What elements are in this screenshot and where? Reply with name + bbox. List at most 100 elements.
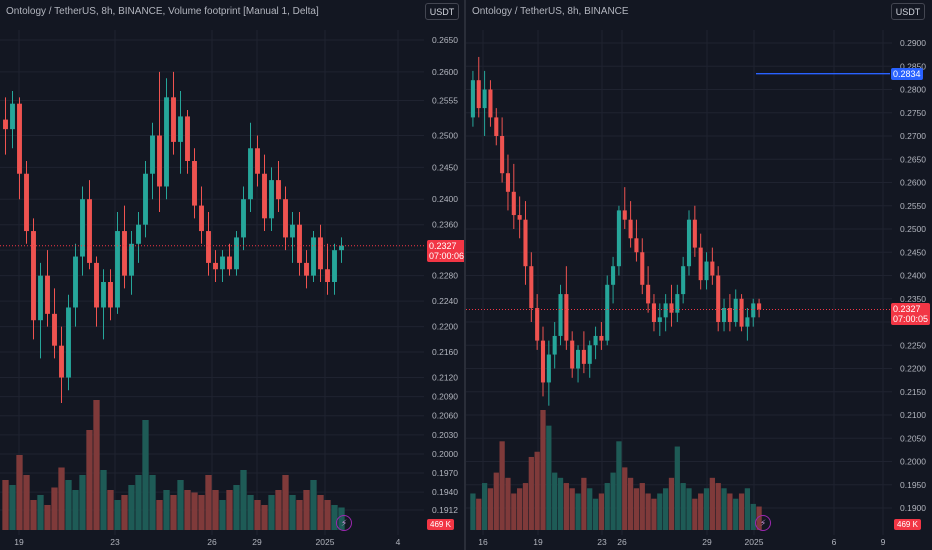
volume-bar xyxy=(709,477,715,530)
volume-bar xyxy=(721,488,727,530)
volume-bar xyxy=(657,493,663,530)
candle-body xyxy=(143,173,148,225)
volume-bar xyxy=(149,475,156,530)
x-tick-label: 29 xyxy=(252,537,262,547)
volume-bar xyxy=(16,455,23,530)
y-tick-label: 0.2200 xyxy=(432,322,458,332)
candle-body xyxy=(669,303,674,313)
volume-bar xyxy=(528,456,534,530)
y-tick-label: 0.2550 xyxy=(900,201,926,211)
left-chart-pane[interactable]: 0.2650 0.2600 0.2555 0.2500 0.2450 0.2400 0.23… xyxy=(0,0,464,550)
left-last-price-tag: 0.2327 07:00:06 xyxy=(427,239,464,262)
candle-body xyxy=(739,298,744,327)
candle-body xyxy=(651,303,657,322)
volume-bar xyxy=(261,505,268,530)
candle-body xyxy=(136,224,141,244)
candle-body xyxy=(178,116,183,142)
volume-bar xyxy=(9,485,16,530)
left-currency-button[interactable]: USDT xyxy=(425,3,459,20)
volume-bar xyxy=(686,488,692,530)
candle-body xyxy=(325,269,330,283)
candle-body xyxy=(199,205,204,232)
volume-bar xyxy=(219,500,226,530)
candle-body xyxy=(558,294,563,336)
right-chart-pane[interactable]: 0.2900 0.2850 0.2800 0.2750 0.2700 0.2650 0.26… xyxy=(466,0,932,550)
volume-bar xyxy=(226,490,233,530)
volume-bar xyxy=(86,430,93,530)
candle-body xyxy=(192,161,197,206)
candle-body xyxy=(206,231,211,263)
volume-bar xyxy=(72,490,79,530)
volume-bar xyxy=(240,470,247,530)
y-tick-label: 0.2160 xyxy=(432,347,458,357)
volume-bar xyxy=(563,483,569,530)
volume-bar xyxy=(698,493,704,530)
x-tick-label: 16 xyxy=(478,537,488,547)
volume-bar xyxy=(581,477,587,530)
volume-bar xyxy=(198,495,205,530)
candle-body xyxy=(593,335,598,346)
left-chart-title: Ontology / TetherUS, 8h, BINANCE, Volume… xyxy=(6,6,319,17)
candle-body xyxy=(234,237,239,270)
volume-bar xyxy=(93,400,100,530)
volume-bar xyxy=(622,467,628,530)
candle-body xyxy=(283,199,288,238)
volume-bar xyxy=(680,483,686,530)
y-tick-label: 0.1940 xyxy=(432,487,458,497)
volume-bar xyxy=(142,420,149,530)
y-tick-label: 0.2900 xyxy=(900,38,926,48)
candle-body xyxy=(129,243,134,276)
candle-body xyxy=(311,237,316,276)
volume-bar xyxy=(282,475,289,530)
y-tick-label: 0.2200 xyxy=(900,364,926,374)
volume-bar xyxy=(58,467,65,530)
candle-body xyxy=(3,119,8,130)
y-tick-label: 0.2500 xyxy=(900,224,926,234)
volume-bar xyxy=(552,472,558,530)
right-chart-canvas[interactable]: 0.2900 0.2850 0.2800 0.2750 0.2700 0.2650 0.26… xyxy=(466,0,932,550)
y-tick-label: 0.1912 xyxy=(432,505,458,515)
candle-body xyxy=(529,266,534,309)
candle-body xyxy=(262,173,267,219)
candle-body xyxy=(73,256,78,308)
x-tick-label: 2025 xyxy=(316,537,335,547)
candle-body xyxy=(164,97,169,187)
right-alert-price-tag[interactable]: 0.2834 xyxy=(891,67,923,80)
volume-bar xyxy=(522,483,529,530)
candle-body xyxy=(721,308,727,322)
right-last-price-tag: 0.2327 07:00:05 xyxy=(891,303,931,326)
y-tick-label: 0.2090 xyxy=(432,392,458,402)
candle-body xyxy=(599,335,604,341)
volume-bar xyxy=(651,498,657,530)
volume-bar xyxy=(534,451,540,530)
volume-bar xyxy=(481,483,488,530)
y-tick-label: 0.2850 xyxy=(900,61,926,71)
right-currency-button[interactable]: USDT xyxy=(891,3,925,20)
y-tick-label: 0.2000 xyxy=(432,449,458,459)
candle-body xyxy=(546,354,551,383)
volume-bar xyxy=(610,472,616,530)
pane-divider[interactable] xyxy=(464,0,466,550)
volume-bar xyxy=(616,441,622,530)
left-last-price: 0.2327 xyxy=(429,240,457,251)
y-tick-label: 0.2120 xyxy=(432,373,458,383)
volume-bar xyxy=(184,490,191,530)
y-tick-label: 0.2700 xyxy=(900,131,926,141)
candle-body xyxy=(692,219,697,248)
volume-bar xyxy=(633,488,640,530)
y-tick-label: 0.2450 xyxy=(432,162,458,172)
y-tick-label: 0.2750 xyxy=(900,108,926,118)
volume-bar xyxy=(121,495,128,530)
y-tick-label: 0.2060 xyxy=(432,411,458,421)
volume-bar xyxy=(663,488,669,530)
candle-body xyxy=(318,237,323,270)
bolt-icon[interactable]: ⚡ xyxy=(755,515,771,531)
volume-bar xyxy=(37,495,44,530)
volume-bar xyxy=(487,488,494,530)
y-tick-label: 0.2555 xyxy=(432,96,458,106)
bolt-icon[interactable]: ⚡ xyxy=(336,515,352,531)
x-tick-label: 6 xyxy=(832,537,837,547)
left-chart-canvas[interactable]: 0.2650 0.2600 0.2555 0.2500 0.2450 0.2400 0.23… xyxy=(0,0,464,550)
candle-body xyxy=(31,231,36,321)
volume-bar xyxy=(30,500,37,530)
